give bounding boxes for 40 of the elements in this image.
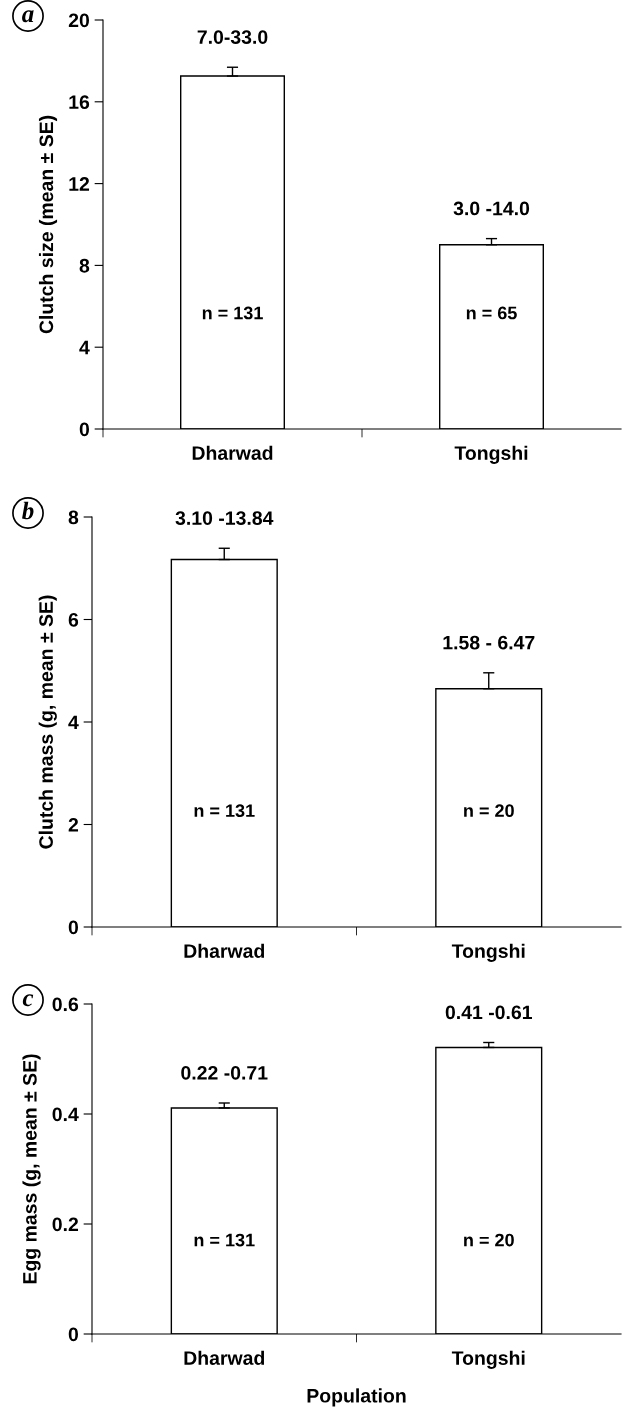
annotation: 0.41 -0.61: [445, 1005, 532, 1020]
y-axis-title: Clutch size (mean ± SE): [38, 115, 58, 334]
y-axis-title: Clutch mass (g, mean ± SE): [38, 595, 57, 849]
y-tick-label: 20: [68, 13, 90, 28]
annotation: n = 65: [466, 306, 517, 320]
x-axis-title: Population: [307, 1388, 406, 1407]
text: b: [22, 501, 34, 520]
x-tick-label: Tongshi: [451, 943, 525, 962]
x-tick-label: Dharwad: [192, 445, 273, 460]
x-tick-label: Dharwad: [184, 1350, 265, 1365]
y-tick-label: 0.2: [52, 1217, 79, 1232]
y-tick-label: 0.6: [52, 997, 79, 1012]
y-tick-label: 0: [79, 422, 90, 437]
text: a: [22, 10, 34, 23]
y-tick-label: 0.4: [52, 1107, 79, 1122]
annotation: n = 131: [194, 804, 255, 818]
y-tick-label: 0: [68, 920, 79, 935]
y-axis-title: Egg mass (g, mean ± SE): [22, 1054, 41, 1284]
y-tick-label: 8: [68, 510, 79, 525]
x-tick-label: Dharwad: [184, 943, 265, 958]
annotation: 3.0 -14.0: [453, 201, 530, 216]
annotation: 3.10 -13.84: [175, 511, 274, 525]
x-tick-label: Tongshi: [451, 1350, 525, 1369]
y-tick-label: 4: [79, 340, 90, 355]
y-tick-label: 4: [68, 715, 79, 730]
x-tick-label: Tongshi: [454, 445, 528, 464]
y-tick-label: 0: [68, 1327, 79, 1342]
annotation: 1.58 - 6.47: [443, 635, 535, 650]
annotation: 7.0-33.0: [197, 30, 268, 44]
annotation: 0.22 -0.71: [181, 1065, 268, 1080]
y-tick-label: 6: [68, 612, 79, 627]
y-tick-label: 2: [68, 817, 79, 832]
annotation: n = 131: [194, 1233, 255, 1247]
y-tick-label: 16: [69, 95, 90, 110]
y-tick-label: 12: [69, 177, 90, 191]
annotation: n = 131: [202, 306, 263, 320]
text: c: [22, 994, 34, 1007]
y-tick-label: 8: [79, 258, 90, 273]
annotation: n = 20: [464, 804, 514, 818]
annotation: n = 20: [464, 1233, 514, 1247]
